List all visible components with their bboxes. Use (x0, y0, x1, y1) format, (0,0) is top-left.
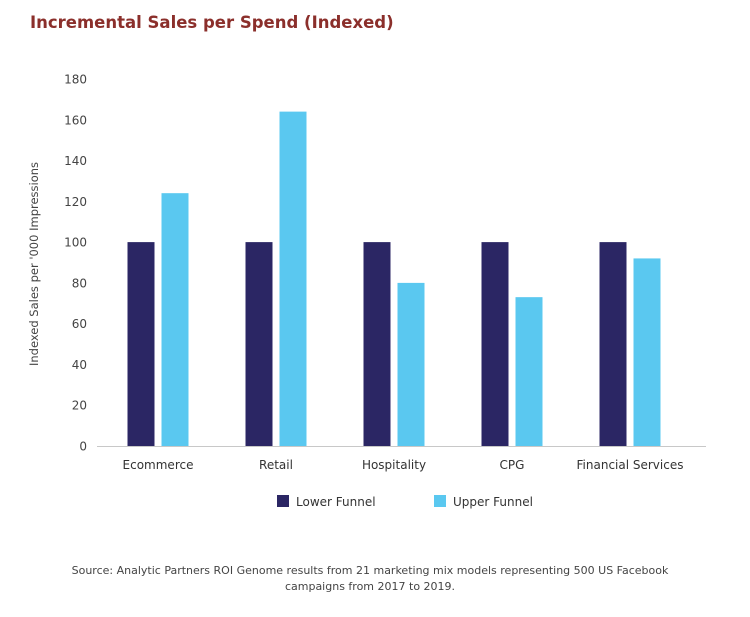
bar-upper-funnel (515, 297, 543, 446)
y-tick-label: 160 (64, 113, 87, 127)
bar-lower-funnel (127, 242, 155, 446)
chart-title: Incremental Sales per Spend (Indexed) (30, 13, 394, 32)
source-line-2: campaigns from 2017 to 2019. (284, 580, 456, 593)
bar-lower-funnel (481, 242, 509, 446)
legend-label: Upper Funnel (453, 495, 533, 509)
bar-lower-funnel (245, 242, 273, 446)
x-tick-label: Hospitality (362, 458, 426, 472)
y-tick-label: 0 (79, 440, 87, 454)
y-tick-label: 60 (72, 317, 87, 331)
x-tick-label: Ecommerce (123, 458, 194, 472)
x-tick-label: Retail (259, 458, 293, 472)
y-tick-label: 80 (72, 276, 87, 290)
y-axis-title: Indexed Sales per '000 Impressions (27, 162, 41, 366)
bar-lower-funnel (363, 242, 391, 446)
bar-upper-funnel (279, 111, 307, 446)
y-tick-label: 140 (64, 154, 87, 168)
legend-swatch (434, 495, 446, 507)
y-tick-label: 40 (72, 358, 87, 372)
legend-swatch (277, 495, 289, 507)
bar-lower-funnel (599, 242, 627, 446)
bar-upper-funnel (633, 258, 661, 446)
bar-upper-funnel (161, 193, 189, 446)
y-tick-label: 180 (64, 73, 87, 87)
legend-label: Lower Funnel (296, 495, 376, 509)
source-line-1: Source: Analytic Partners ROI Genome res… (71, 564, 669, 577)
bar-upper-funnel (397, 282, 425, 446)
y-tick-label: 20 (72, 399, 87, 413)
y-tick-label: 120 (64, 195, 87, 209)
x-tick-label: CPG (500, 458, 525, 472)
source-note: Source: Analytic Partners ROI Genome res… (60, 563, 680, 595)
y-tick-label: 100 (64, 236, 87, 250)
bar-chart: Indexed Sales per '000 Impressions 0 20 40… (27, 73, 706, 509)
x-tick-label: Financial Services (577, 458, 684, 472)
